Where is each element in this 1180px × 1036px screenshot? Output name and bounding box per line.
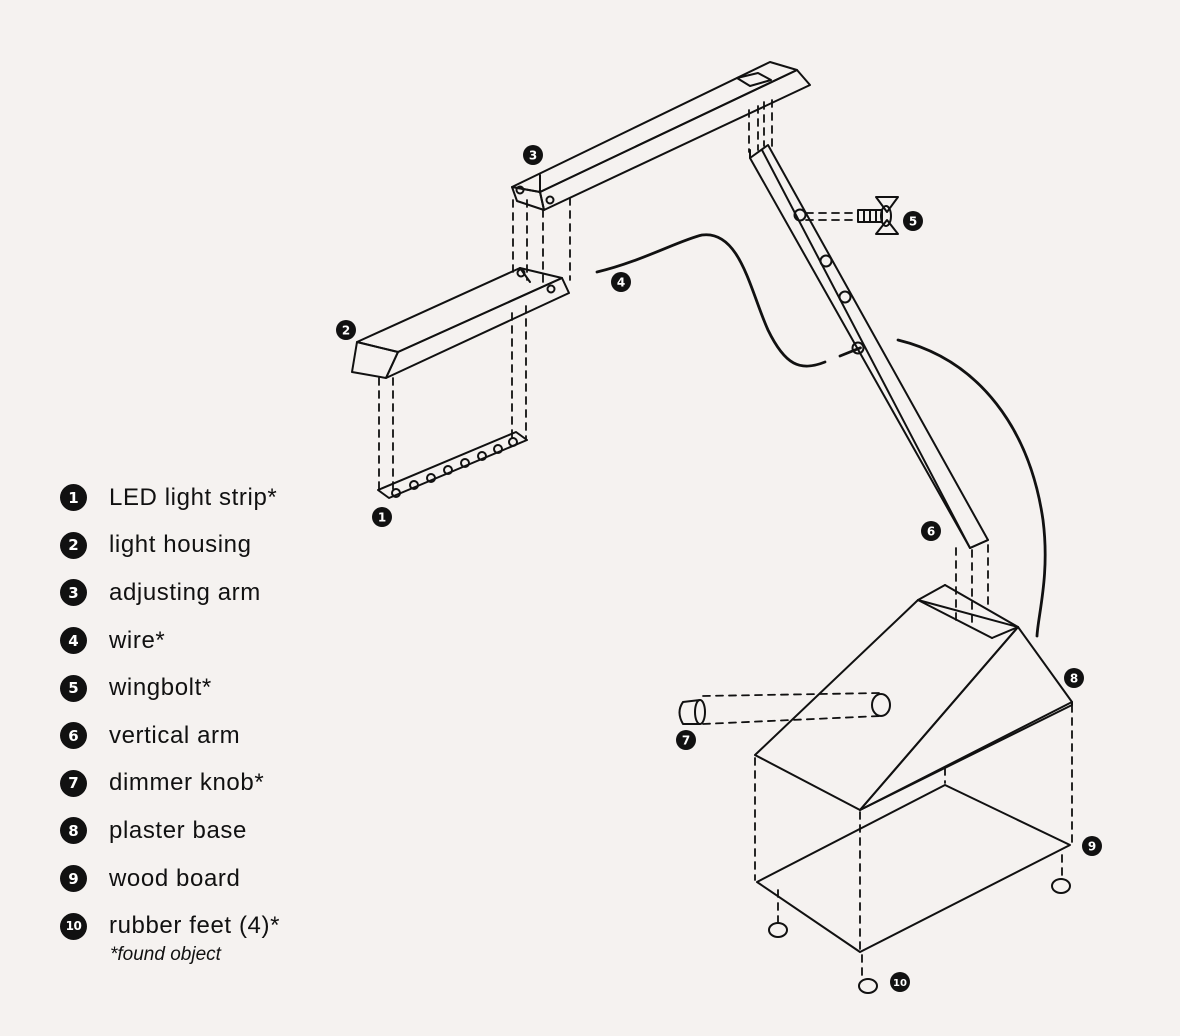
legend-number-badge: 9 [60,865,87,893]
wire-drawing [595,233,1047,638]
callout-text-6: 6 [927,525,935,539]
legend-label: vertical arm [109,721,241,749]
callout-9 [1082,836,1102,856]
legend-item: 5 wingbolt* [60,664,280,712]
callout-text-2: 2 [342,324,350,338]
legend-label: dimmer knob* [109,769,265,797]
vertical-arm-drawing [749,144,989,549]
legend-number-badge: 2 [60,531,87,559]
wingbolt-drawing [857,196,899,235]
found-object-footnote: *found object [110,944,221,965]
legend-item: 7 dimmer knob* [60,760,280,808]
callout-text-1: 1 [378,511,386,525]
plaster-base-drawing [754,584,1073,811]
callout-text-7: 7 [682,734,690,748]
callout-3 [523,145,543,165]
callout-2 [336,320,356,340]
callout-7 [676,730,696,750]
callout-text-9: 9 [1088,840,1096,854]
legend-number-badge: 1 [60,484,87,512]
callout-5 [903,211,923,231]
callout-6 [921,521,941,541]
legend-item: 2 light housing [60,522,280,570]
legend-number-badge: 4 [60,627,87,655]
wood-board-drawing [756,784,1071,953]
callout-text-3: 3 [529,149,537,163]
light-housing-drawing [351,267,570,379]
callout-8 [1064,668,1084,688]
legend-item: 3 adjusting arm [60,569,280,617]
legend-number-badge: 5 [60,674,87,702]
legend-label: wire* [109,626,166,654]
callout-1 [372,507,392,527]
legend-item: 9 wood board [60,855,280,903]
assembly-guides [378,99,1073,979]
diagram-callouts [336,145,1102,992]
callout-10 [890,972,910,992]
legend-number-badge: 7 [60,769,87,797]
dimmer-knob-drawing [678,693,891,725]
legend-number-badge: 3 [60,579,87,607]
legend-label: LED light strip* [109,483,278,511]
legend-number-badge: 8 [60,817,87,845]
rubber-feet-drawing [768,878,1071,994]
callout-text-10: 10 [893,978,907,989]
callout-4 [611,272,631,292]
callout-text-5: 5 [909,215,917,229]
adjusting-arm-drawing [511,61,811,211]
legend-label: adjusting arm [109,578,261,606]
legend-label: plaster base [109,816,247,844]
callout-text-8: 8 [1070,672,1078,686]
legend-label: wood board [109,864,241,892]
legend-item: 4 wire* [60,617,280,665]
legend-item: 1 LED light strip* [60,474,280,522]
legend-number-badge: 6 [60,722,87,750]
legend-item: 10 rubber feet (4)* [60,902,280,950]
callout-text-4: 4 [617,276,625,290]
legend-label: rubber feet (4)* [109,912,281,940]
led-strip-drawing [377,431,528,499]
legend-label: wingbolt* [109,674,212,702]
legend-item: 8 plaster base [60,807,280,855]
legend-label: light housing [109,531,252,559]
parts-legend: 1 LED light strip* 2 light housing 3 adj… [60,474,280,950]
legend-number-badge: 10 [60,912,87,940]
legend-item: 6 vertical arm [60,712,280,760]
